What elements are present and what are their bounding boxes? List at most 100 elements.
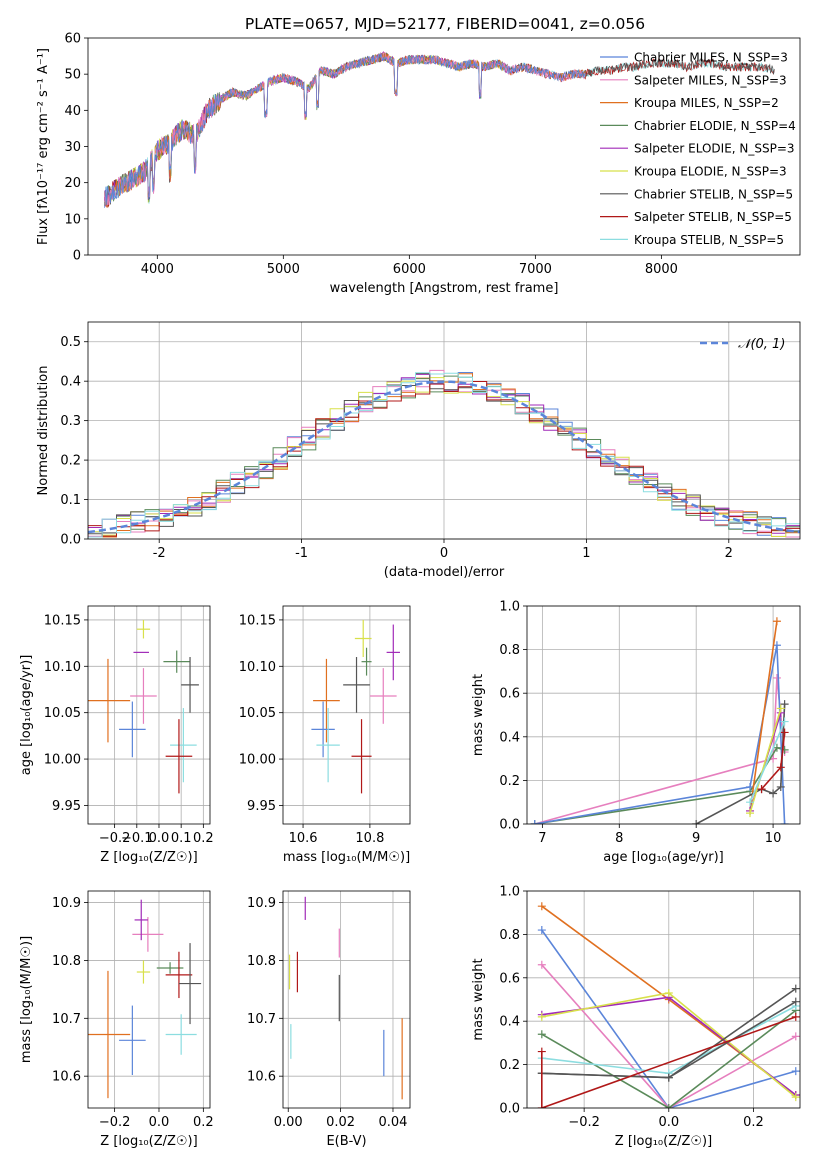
mass_vs_ebv-ytick-label: 10.7 xyxy=(247,1012,276,1027)
weight_vs_Z-marker xyxy=(537,1012,546,1021)
age_vs_mass-spines xyxy=(282,605,411,825)
weight_vs_Z-marker xyxy=(791,997,800,1006)
residuals-ytick-label: 0.5 xyxy=(60,335,81,350)
age_vs_mass-ytick-label: 10.15 xyxy=(239,613,276,628)
weight_vs_age-xtick-label: 10 xyxy=(765,831,782,846)
age_vs_mass-plot-area xyxy=(311,619,400,794)
legend-label: Salpeter ELODIE, N_SSP=3 xyxy=(634,142,795,156)
age_vs_mass-panel: 10.6 10.8 9.95 10.00 10.05 10.10 10.15 mass [lo… xyxy=(239,605,411,865)
spectrum-series-line xyxy=(104,53,586,208)
weight_vs_Z-marker xyxy=(791,1093,800,1102)
weight_vs_age-marker xyxy=(530,820,539,824)
legend-label: Chabrier STELIB, N_SSP=5 xyxy=(634,187,793,201)
residuals-xtick-label: 2 xyxy=(725,546,733,561)
weight_vs_age-plot-area xyxy=(530,617,789,824)
mass_vs_ebv-spines xyxy=(282,890,411,1109)
mass_vs_Z-ytick-label: 10.7 xyxy=(52,1012,81,1027)
age_vs_Z-ytick-label: 10.00 xyxy=(44,753,81,768)
normal-reference-curve xyxy=(88,380,800,534)
mass_vs_Z-ytick-label: 10.8 xyxy=(52,954,81,969)
weight_vs_Z-ytick-label: 0.2 xyxy=(499,1058,520,1073)
weight_vs_age-marker xyxy=(757,785,766,794)
weight_vs_age-marker xyxy=(769,789,778,798)
residuals-spines xyxy=(87,321,801,540)
weight_vs_age-ytick-label: 1.0 xyxy=(499,600,520,615)
weight_vs_age-series-line xyxy=(749,708,782,814)
weight_vs_Z-marker xyxy=(537,1047,546,1056)
weight_vs_age-marker xyxy=(746,809,755,818)
residuals-xlabel: (data-model)/error xyxy=(384,565,505,580)
age_vs_Z-xlabel: Z [log₁₀(Z/Z☉)] xyxy=(100,850,197,865)
spectrum-legend: Chabrier MILES, N_SSP=3 Salpeter MILES, N… xyxy=(600,51,796,247)
spectrum-plot-area xyxy=(104,51,775,208)
legend-label: Chabrier MILES, N_SSP=3 xyxy=(634,51,788,65)
mass_vs_Z-xtick-label: 0.2 xyxy=(193,1115,214,1130)
mass_vs_ebv-xtick-label: 0.04 xyxy=(379,1115,408,1130)
weight_vs_age-ytick-label: 0.8 xyxy=(499,643,520,658)
weight_vs_age-marker xyxy=(780,728,789,737)
mass_vs_Z-spines xyxy=(87,890,211,1109)
weight_vs_age-series-line xyxy=(695,704,786,824)
residuals-ytick-label: 0.3 xyxy=(60,414,81,429)
age_vs_mass-ytick-label: 10.10 xyxy=(239,660,276,675)
age_vs_mass-xtick-label: 10.8 xyxy=(355,831,384,846)
legend-label: Kroupa MILES, N_SSP=2 xyxy=(634,96,779,110)
weight_vs_Z-xlabel: Z [log₁₀(Z/Z☉)] xyxy=(615,1134,712,1149)
mass_vs_Z-xtick-label: −0.2 xyxy=(99,1115,131,1130)
residuals-panel: -2 -1 0 1 2 0.0 0.1 0.2 0.3 0.4 0.5 (data-model)/er… xyxy=(36,321,801,580)
weight_vs_age-marker xyxy=(780,700,789,709)
weight_vs_age-xtick-label: 9 xyxy=(692,831,700,846)
weight_vs_Z-ytick-label: 0.6 xyxy=(499,971,520,986)
legend-label: Salpeter STELIB, N_SSP=5 xyxy=(634,210,792,224)
age_vs_Z-plot-area xyxy=(88,619,199,794)
mass_vs_ebv-ytick-label: 10.9 xyxy=(247,896,276,911)
weight_vs_Z-series-line xyxy=(541,1009,797,1108)
spectrum-panel: 4000 5000 6000 7000 8000 0 10 20 30 40 50 60 wavelen… xyxy=(36,32,801,296)
mass_vs_Z-panel: −0.2 0.0 0.2 10.6 10.7 10.8 10.9 Z [log₁₀(Z/Z☉)… xyxy=(19,890,214,1149)
weight_vs_age-marker xyxy=(776,704,785,713)
age_vs_mass-xtick-label: 10.6 xyxy=(289,831,318,846)
spectrum-ytick-label: 20 xyxy=(64,176,81,191)
weight_vs_age-marker xyxy=(776,763,785,772)
weight_vs_age-marker xyxy=(692,820,701,824)
weight_vs_Z-ytick-label: 0.0 xyxy=(499,1102,520,1117)
residuals-ytick-label: 0.2 xyxy=(60,454,81,469)
mass_vs_Z-xtick-label: 0.0 xyxy=(149,1115,170,1130)
figure-title: PLATE=0657, MJD=52177, FIBERID=0041, z=0… xyxy=(245,15,645,33)
weight_vs_age-xlabel: age [log₁₀(age/yr)] xyxy=(603,850,724,865)
mass_vs_Z-xlabel: Z [log₁₀(Z/Z☉)] xyxy=(100,1134,197,1149)
age_vs_mass-xlabel: mass [log₁₀(M/M☉)] xyxy=(283,850,410,865)
weight_vs_Z-series-line xyxy=(541,929,797,1108)
residual-histogram xyxy=(88,381,800,539)
weight_vs_age-marker xyxy=(776,782,785,791)
weight_vs_Z-series-line xyxy=(541,1016,797,1108)
weight_vs_age-series-line xyxy=(749,621,778,812)
spectrum-ytick-label: 10 xyxy=(64,212,81,227)
legend-label: Kroupa STELIB, N_SSP=5 xyxy=(634,233,784,247)
age_vs_Z-xtick-label: 0.0 xyxy=(149,831,170,846)
age_vs_Z-xtick-label: 0.1 xyxy=(171,831,192,846)
age_vs_Z-ylabel: age [log₁₀(age/yr)] xyxy=(19,655,34,776)
mass_vs_ebv-panel: 0.00 0.02 0.04 10.6 10.7 10.8 10.9 E(B-V) xyxy=(247,890,411,1149)
weight_vs_Z-xtick-label: 0.2 xyxy=(743,1115,764,1130)
residuals-xtick-label: 1 xyxy=(582,546,590,561)
weight_vs_Z-xtick-label: 0.0 xyxy=(658,1115,679,1130)
weight_vs_age-marker xyxy=(772,743,781,752)
spectrum-xtick-label: 5000 xyxy=(267,262,300,277)
residuals-ytick-label: 0.0 xyxy=(60,533,81,548)
age_vs_Z-xtick-label: 0.2 xyxy=(193,831,214,846)
spectrum-series-line xyxy=(104,51,511,205)
weight_vs_age-ylabel: mass weight xyxy=(471,674,486,756)
residuals-xtick-label: -1 xyxy=(295,546,308,561)
legend-label: 𝒩(0, 1) xyxy=(738,337,785,352)
age_vs_mass-ytick-label: 10.00 xyxy=(239,753,276,768)
weight_vs_Z-marker xyxy=(664,1104,673,1108)
age_vs_Z-xtick-label: −0.2 xyxy=(99,831,131,846)
weight_vs_age-marker xyxy=(746,798,755,807)
spectrum-series-line xyxy=(104,52,510,205)
mass_vs_Z-plot-area xyxy=(88,899,202,1099)
weight_vs_Z-marker xyxy=(791,1012,800,1021)
spectrum-xtick-label: 4000 xyxy=(141,262,174,277)
weight_vs_age-ytick-label: 0.0 xyxy=(499,818,520,833)
spectrum-xtick-label: 7000 xyxy=(519,262,552,277)
